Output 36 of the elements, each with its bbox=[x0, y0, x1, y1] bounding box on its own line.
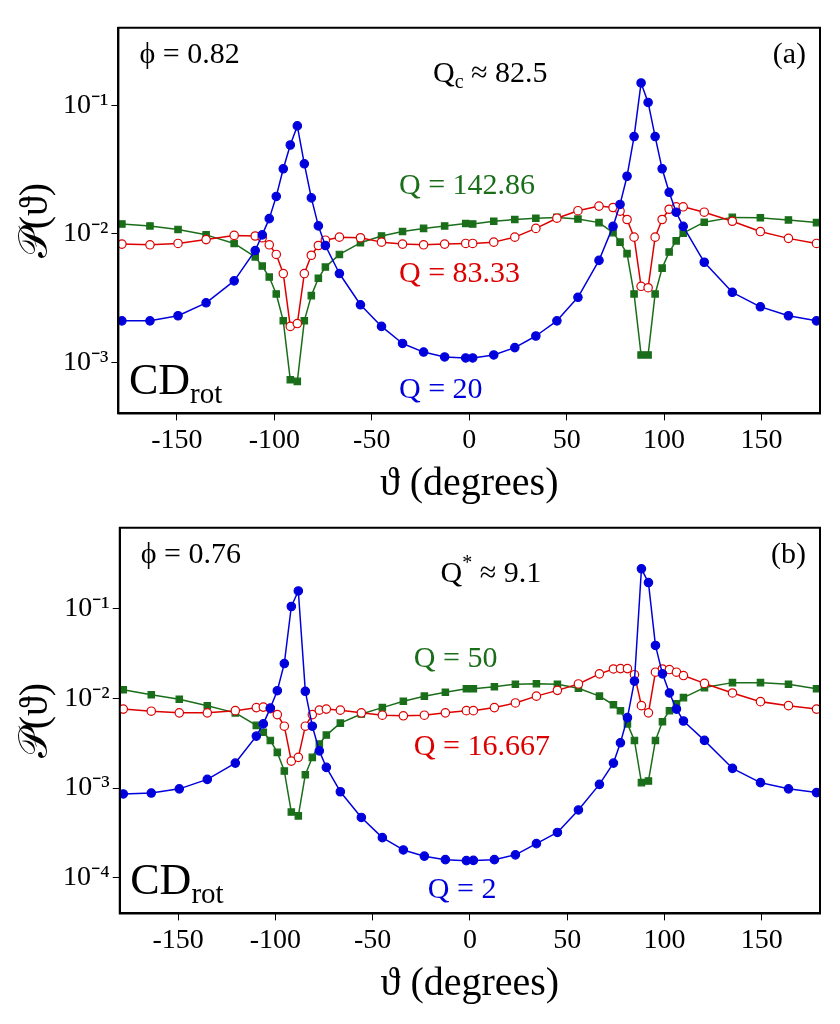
x-tick-label: -50 bbox=[353, 922, 392, 954]
annotation: ϕ = 0.82 bbox=[139, 35, 240, 69]
x-tick-label: 0 bbox=[462, 922, 477, 954]
y-tick-label: 10⁻⁴ bbox=[63, 860, 110, 892]
series-label: Q = 16.667 bbox=[413, 728, 550, 762]
x-tick-label: -150 bbox=[151, 422, 203, 454]
x-tick-label: -50 bbox=[353, 422, 391, 454]
x-tick-label: -100 bbox=[249, 922, 302, 954]
series-label: Q = 50 bbox=[413, 639, 498, 673]
series-label: Q = 142.86 bbox=[399, 166, 536, 200]
x-tick-label: -150 bbox=[152, 922, 204, 954]
y-tick-label: 10⁻³ bbox=[62, 344, 109, 376]
annotation: ϕ = 0.76 bbox=[140, 535, 241, 569]
annotation: (b) bbox=[771, 535, 806, 570]
x-tick-label: -100 bbox=[248, 422, 300, 454]
y-tick-label: 10⁻² bbox=[62, 216, 109, 248]
x-tick-label: 0 bbox=[462, 422, 477, 454]
y-tick-label: 10⁻¹ bbox=[64, 591, 110, 623]
series-label: Q = 20 bbox=[399, 371, 483, 405]
series-label: Q = 83.33 bbox=[399, 255, 521, 289]
x-tick-label: 150 bbox=[740, 422, 783, 454]
x-axis-title: ϑ (degrees) bbox=[379, 458, 559, 504]
y-tick-label: 10⁻³ bbox=[64, 770, 110, 802]
series-label: Q = 2 bbox=[427, 871, 497, 905]
y-tick-label: 10⁻¹ bbox=[62, 87, 109, 119]
x-axis-title: ϑ (degrees) bbox=[380, 958, 560, 1004]
x-tick-label: 50 bbox=[553, 922, 582, 954]
annotation: (a) bbox=[772, 35, 806, 70]
annotation: Q* ≈ 9.1 bbox=[440, 550, 542, 588]
x-tick-label: 100 bbox=[643, 422, 686, 454]
x-tick-label: 100 bbox=[643, 922, 686, 954]
y-axis-title: 𝒫(ϑ) bbox=[10, 182, 56, 259]
x-tick-label: 50 bbox=[552, 422, 581, 454]
y-tick-label: 10⁻² bbox=[64, 680, 110, 712]
x-tick-label: 150 bbox=[740, 922, 783, 954]
y-axis-title: 𝒫(ϑ) bbox=[10, 682, 56, 759]
